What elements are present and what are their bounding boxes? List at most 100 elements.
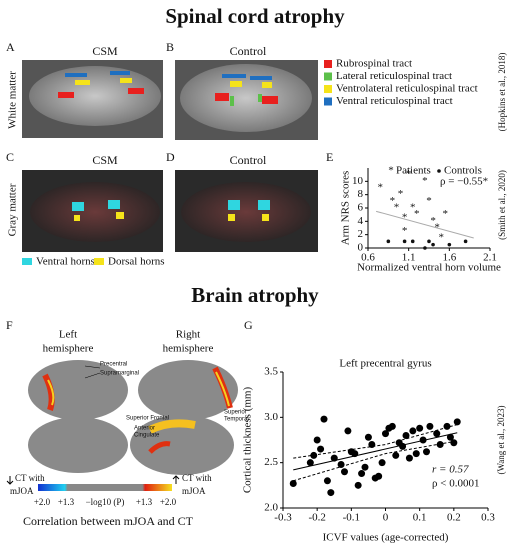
- panel-label: B: [166, 40, 174, 54]
- point: *: [414, 208, 420, 220]
- point: [392, 451, 400, 459]
- point: [310, 451, 318, 459]
- x-tick-label: 0: [383, 512, 389, 524]
- fit-line: [293, 440, 458, 482]
- column-label: CSM: [92, 44, 118, 58]
- x-tick-label: 0.3: [481, 512, 495, 524]
- region-label: Supramarginal: [100, 371, 139, 377]
- colorbar-tick: +1.3: [58, 497, 75, 507]
- point: *: [402, 225, 408, 237]
- point: [323, 477, 331, 485]
- legend-swatch: [94, 258, 104, 265]
- point: [431, 242, 435, 247]
- point: [327, 489, 335, 497]
- legend-swatch: [324, 72, 332, 81]
- arrow: [6, 476, 14, 485]
- colorbar-label: mJOA: [10, 486, 34, 496]
- row-label: Gray matter: [7, 183, 19, 236]
- panel-label: G: [244, 318, 253, 332]
- point: [412, 450, 420, 458]
- point: [364, 433, 372, 441]
- x-tick-label: -0.2: [308, 512, 325, 524]
- annotation: ρ < 0.0001: [432, 478, 479, 490]
- legend-swatch: [324, 85, 332, 93]
- point: [317, 445, 325, 453]
- point: [427, 239, 431, 244]
- point: [330, 454, 338, 462]
- arrow: [172, 475, 180, 484]
- point: [341, 468, 348, 476]
- legend-swatch: [324, 97, 332, 106]
- region-label: Superior Frontal: [126, 416, 169, 422]
- point: [375, 472, 383, 480]
- legend-label: Ventrolateral reticulospinal tract: [336, 83, 478, 95]
- hemisphere-label: Right: [176, 329, 200, 341]
- point: [447, 242, 452, 247]
- point: [426, 422, 434, 430]
- y-tick-label: 3.0: [264, 411, 278, 423]
- point: [354, 481, 362, 489]
- title: Brain atrophy: [191, 283, 319, 307]
- x-tick-label: 1.6: [442, 252, 456, 264]
- point: [386, 239, 391, 244]
- y-tick-label: 2: [358, 228, 364, 240]
- legend-marker: [437, 169, 441, 173]
- point: *: [430, 215, 436, 227]
- x-tick-label: 2.1: [483, 252, 497, 264]
- region-label: Cingulate: [134, 433, 160, 439]
- x-axis-label: ICVF values (age-corrected): [323, 532, 449, 544]
- panel-label: C: [6, 150, 14, 164]
- title: Spinal cord atrophy: [165, 4, 345, 28]
- point: [443, 422, 451, 430]
- fit-line: [293, 424, 458, 459]
- point: [416, 424, 424, 432]
- point: [351, 450, 359, 458]
- caption: Correlation between mJOA and CT: [23, 514, 194, 528]
- point: [419, 436, 427, 444]
- point: [378, 459, 386, 467]
- point: *: [443, 208, 449, 220]
- point: *: [426, 195, 432, 207]
- annotation: r = 0.57: [432, 464, 469, 476]
- point: *: [438, 232, 444, 244]
- y-tick-label: 3.5: [264, 366, 278, 378]
- fit-line: [293, 432, 458, 471]
- point: *: [377, 182, 383, 194]
- chart-title: Left precentral gyrus: [339, 358, 431, 370]
- point: [361, 463, 369, 471]
- region-label: Temporal: [224, 417, 249, 423]
- y-tick-label: 0: [358, 242, 364, 254]
- row-label: White matter: [7, 71, 19, 129]
- point: [436, 441, 444, 449]
- region-label: Anterior: [134, 426, 155, 432]
- point: [337, 460, 345, 468]
- panel-label: A: [6, 40, 15, 54]
- citation: (Wang et al., 2023): [496, 405, 506, 474]
- colorbar-label: CT with: [15, 473, 45, 483]
- region-label: Superior: [224, 410, 247, 416]
- colorbar-tick: +1.3: [136, 497, 153, 507]
- point: [405, 454, 413, 462]
- panel-label: F: [6, 318, 13, 332]
- point: *: [410, 202, 416, 214]
- x-tick-label: 0.2: [447, 512, 461, 524]
- point: *: [394, 202, 400, 214]
- citation: (Smith et al., 2020): [497, 170, 507, 240]
- hemisphere-label: hemisphere: [43, 343, 94, 355]
- legend-label: Patients: [396, 165, 431, 177]
- column-label: CSM: [92, 153, 118, 167]
- point: [368, 441, 376, 449]
- hemisphere-label: Left: [59, 329, 77, 341]
- point: [409, 427, 417, 435]
- y-tick-label: 4: [358, 215, 364, 227]
- point: [402, 239, 407, 244]
- column-label: Control: [230, 44, 267, 58]
- point: [453, 418, 461, 426]
- legend: Ventral horns Dorsal horns: [22, 256, 165, 268]
- point: [358, 470, 366, 478]
- point: [410, 239, 415, 244]
- point: [402, 431, 410, 439]
- legend-label: Controls: [444, 165, 482, 177]
